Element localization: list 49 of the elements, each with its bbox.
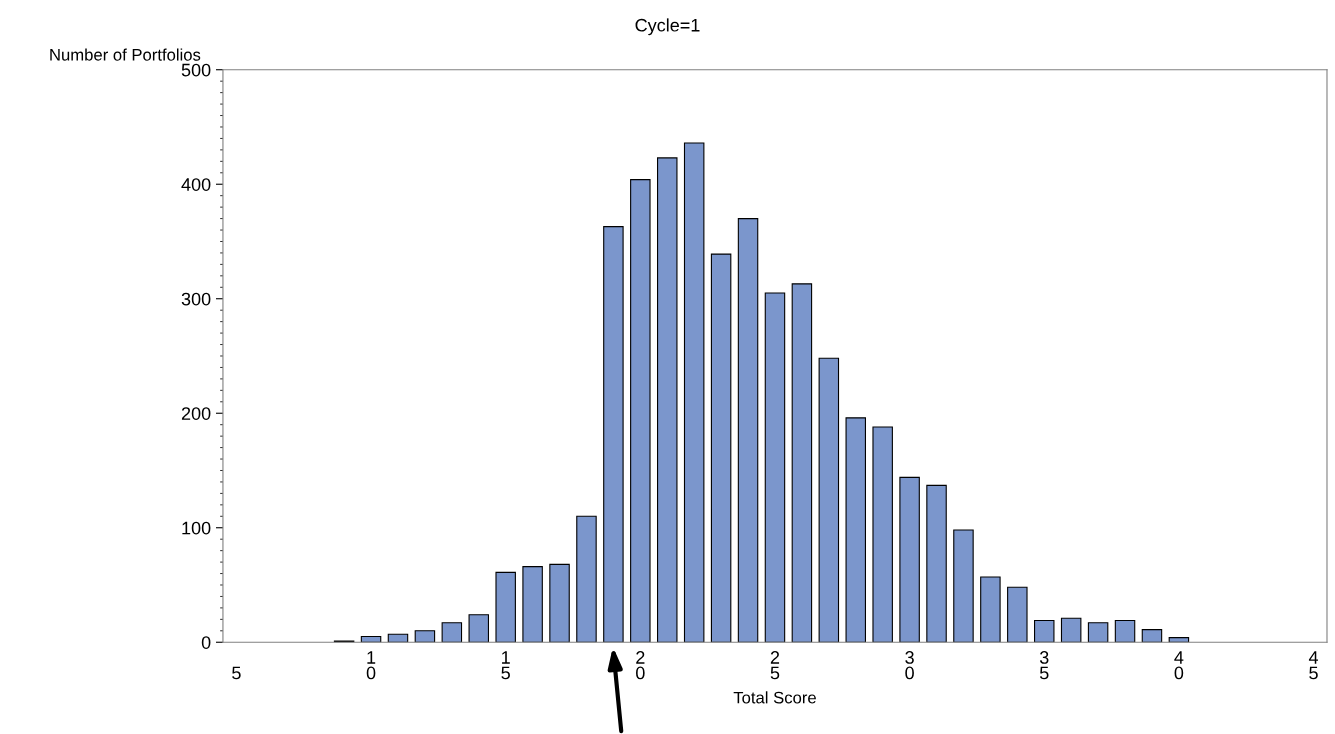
bar [764,292,786,643]
chart-title: Cycle=1 [635,18,700,36]
bar [818,357,840,643]
bar [1114,619,1136,643]
bar [872,426,893,643]
x-tick-label: 3 5 [1039,651,1049,680]
y-axis-title: Number of Portfolios [50,48,201,61]
bar [1060,617,1082,643]
bar [1168,637,1190,643]
bar [495,571,516,643]
bar [737,218,759,643]
bar [630,179,651,643]
y-tick-label: 300 [181,292,211,306]
bar [791,283,813,643]
x-tick-label: 2 0 [636,651,645,680]
bar [926,484,947,643]
y-tick-label: 0 [201,636,211,649]
x-tick-label: 3 0 [905,651,914,680]
x-axis-title: Total Score [733,691,816,704]
bar [441,622,463,643]
y-tick-label: 100 [182,521,211,535]
bar [522,566,543,643]
bar [953,529,974,643]
y-tick-label: 200 [181,407,211,420]
bar [549,563,570,643]
bar [657,157,678,643]
x-tick-label: 2 5 [770,651,780,680]
bar [1007,586,1028,643]
bar [387,633,409,643]
bar [360,635,382,643]
x-tick-label: 1 5 [501,651,510,680]
bar [980,576,1001,643]
bar [576,515,597,643]
bar [603,226,624,643]
bar [468,614,490,643]
bar [414,630,436,643]
x-tick-label: 4 0 [1174,651,1184,680]
bar [683,142,705,643]
x-tick-label: 4 5 [1308,651,1319,680]
bar [845,417,867,643]
bar [1087,622,1109,643]
bar [1033,619,1055,643]
bar [1141,629,1163,643]
bar [710,253,732,643]
bar [899,476,920,643]
x-tick-label: 1 0 [366,651,376,680]
y-tick-label: 400 [181,178,211,191]
x-tick-label: 5 [232,666,241,680]
y-tick-label: 500 [181,63,211,77]
